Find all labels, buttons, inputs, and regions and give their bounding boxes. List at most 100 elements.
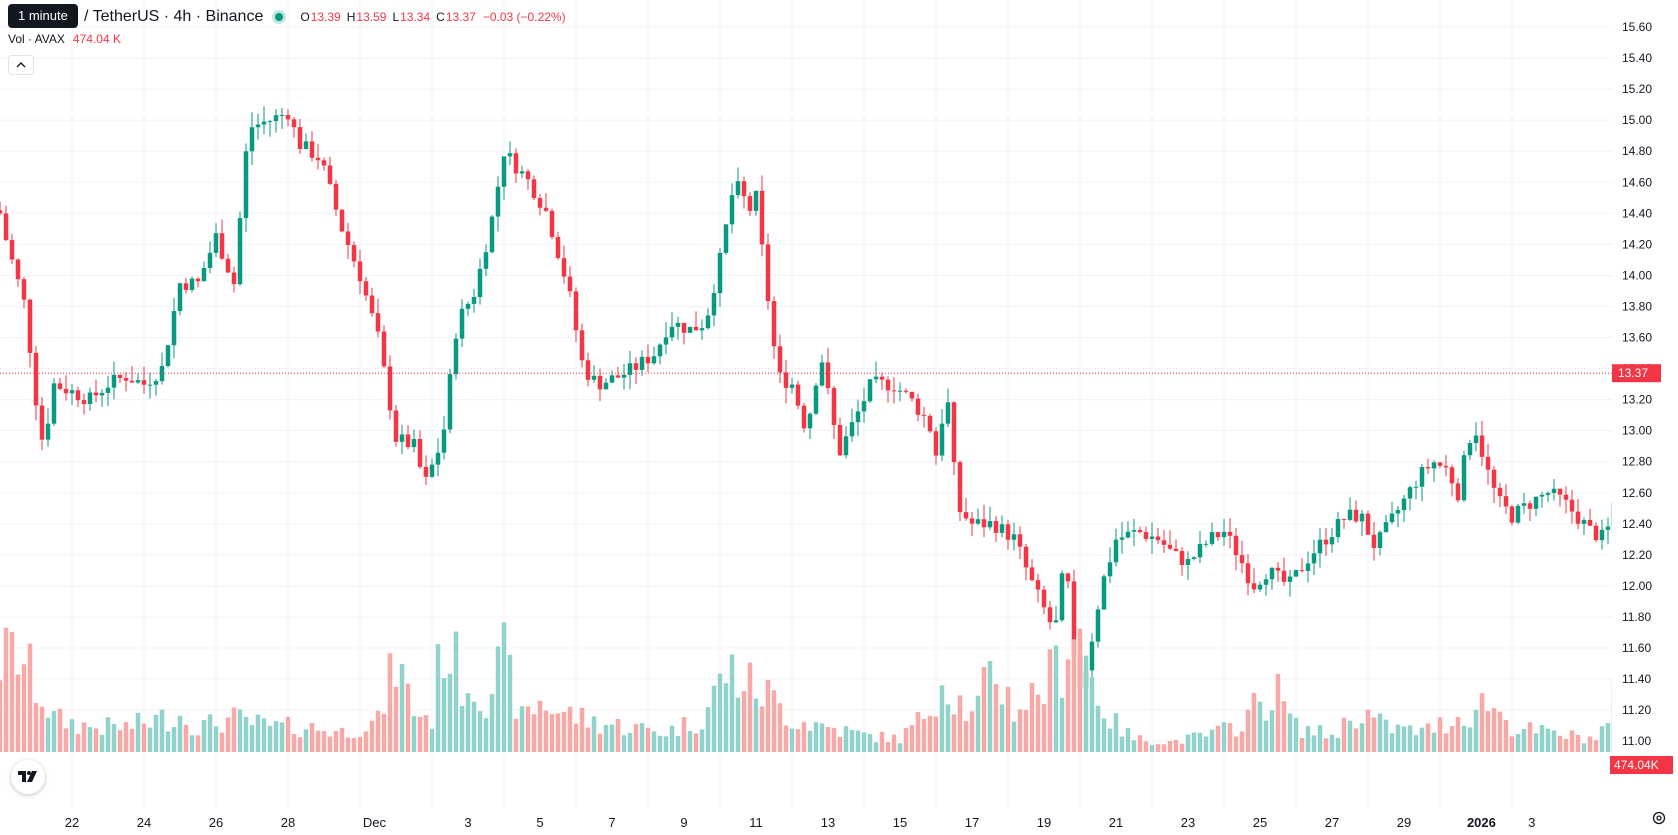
price-tick-label: 11.40 bbox=[1622, 672, 1651, 686]
volume-bar bbox=[1107, 728, 1113, 752]
price-axis-bg bbox=[1612, 0, 1678, 835]
candle-body bbox=[525, 171, 531, 180]
volume-bar bbox=[105, 717, 111, 752]
high-label: H bbox=[346, 10, 356, 24]
volume-bar bbox=[999, 704, 1005, 752]
volume-bar bbox=[837, 736, 843, 752]
volume-bar bbox=[297, 737, 303, 752]
candle-body bbox=[513, 153, 519, 174]
volume-bar bbox=[441, 677, 447, 752]
volume-bar bbox=[1113, 713, 1119, 752]
volume-bar bbox=[819, 723, 825, 752]
candle-body bbox=[1473, 435, 1479, 444]
candle-body bbox=[1143, 532, 1149, 539]
candle-body bbox=[975, 519, 981, 524]
candle-body bbox=[315, 157, 321, 161]
candle-body bbox=[507, 153, 513, 157]
volume-bar bbox=[1131, 740, 1137, 752]
volume-label[interactable]: Vol · AVAX bbox=[8, 32, 65, 46]
candle-body bbox=[1197, 543, 1203, 558]
time-tick-label: 3 bbox=[1528, 815, 1535, 830]
volume-bar bbox=[951, 714, 957, 752]
candle-body bbox=[549, 210, 555, 238]
candle-body bbox=[1257, 584, 1263, 590]
volume-bar bbox=[1023, 709, 1029, 752]
price-tick-label: 14.00 bbox=[1622, 268, 1652, 282]
time-axis[interactable]: 22 24 26 28 Dec 3 5 7 9 11 13 15 17 19 21 23 25 27 29 2026 3 bbox=[0, 807, 1612, 835]
volume-bar bbox=[1443, 733, 1449, 752]
volume-bar bbox=[1263, 720, 1269, 752]
time-tick-label: 26 bbox=[209, 815, 223, 830]
candle-body bbox=[1095, 609, 1101, 642]
collapse-legend-button[interactable] bbox=[8, 55, 34, 75]
candle-body bbox=[645, 356, 651, 364]
volume-bar bbox=[27, 643, 33, 752]
candle-body bbox=[903, 390, 909, 392]
volume-bar bbox=[1563, 738, 1569, 752]
gear-icon[interactable] bbox=[1650, 809, 1668, 827]
volume-bar bbox=[795, 729, 801, 752]
volume-bar bbox=[783, 725, 789, 752]
candle-body bbox=[267, 121, 273, 123]
candle-body bbox=[705, 315, 711, 329]
symbol-title[interactable]: / TetherUS · 4h · Binance bbox=[84, 8, 264, 25]
candle-body bbox=[1275, 567, 1281, 571]
volume-bar bbox=[129, 728, 135, 752]
volume-bar bbox=[429, 728, 435, 752]
volume-bar bbox=[267, 725, 273, 752]
volume-bar bbox=[981, 667, 987, 752]
time-tick-label: 9 bbox=[680, 815, 687, 830]
candle-body bbox=[681, 322, 687, 333]
candle-body bbox=[1287, 576, 1293, 582]
volume-bar bbox=[1509, 736, 1515, 752]
volume-bar bbox=[1041, 703, 1047, 752]
candle-body bbox=[87, 392, 93, 405]
volume-bar bbox=[1191, 732, 1197, 752]
candle-body bbox=[1485, 456, 1491, 470]
volume-bar bbox=[663, 736, 669, 752]
volume-bar bbox=[1497, 711, 1503, 752]
time-tick-label: 7 bbox=[608, 815, 615, 830]
volume-bar bbox=[237, 709, 243, 752]
volume-bar bbox=[189, 735, 195, 752]
volume-bar bbox=[1293, 717, 1299, 752]
volume-bar bbox=[147, 727, 153, 752]
volume-bar bbox=[273, 721, 279, 752]
volume-bar bbox=[291, 734, 297, 752]
candle-body bbox=[1005, 524, 1011, 540]
candle-body bbox=[717, 252, 723, 294]
volume-bar bbox=[1359, 723, 1365, 752]
candle-body bbox=[279, 114, 285, 116]
volume-bar bbox=[159, 709, 165, 752]
volume-bar bbox=[1143, 741, 1149, 752]
volume-bar bbox=[1275, 673, 1281, 752]
candle-body bbox=[1377, 532, 1383, 549]
candle-body bbox=[789, 384, 795, 388]
price-tick-label: 14.40 bbox=[1622, 206, 1652, 220]
candle-body bbox=[459, 308, 465, 339]
price-tick-label: 13.80 bbox=[1622, 299, 1652, 313]
candle-body bbox=[1185, 558, 1191, 566]
time-tick-label: 13 bbox=[821, 815, 835, 830]
candle-body bbox=[1581, 520, 1587, 524]
volume-bar bbox=[561, 711, 567, 752]
price-axis[interactable]: 15.60 15.40 15.20 15.00 14.80 14.60 14.40 14.20… bbox=[1610, 0, 1678, 835]
tradingview-logo-icon[interactable] bbox=[11, 760, 45, 794]
volume-bar bbox=[399, 664, 405, 752]
volume-bar bbox=[657, 735, 663, 752]
volume-bar bbox=[1593, 740, 1599, 752]
volume-bar bbox=[255, 714, 261, 752]
candle-body bbox=[129, 380, 135, 383]
volume-bar bbox=[405, 683, 411, 752]
candle-body bbox=[1461, 455, 1467, 501]
candle-body bbox=[1155, 536, 1161, 541]
candle-body bbox=[651, 356, 657, 364]
volume-bar bbox=[1539, 725, 1545, 752]
candle-body bbox=[483, 252, 489, 269]
candle-body bbox=[471, 296, 477, 304]
volume-bar bbox=[333, 731, 339, 752]
volume-bar bbox=[849, 730, 855, 752]
volume-bar bbox=[81, 722, 87, 752]
volume-bar bbox=[909, 725, 915, 752]
